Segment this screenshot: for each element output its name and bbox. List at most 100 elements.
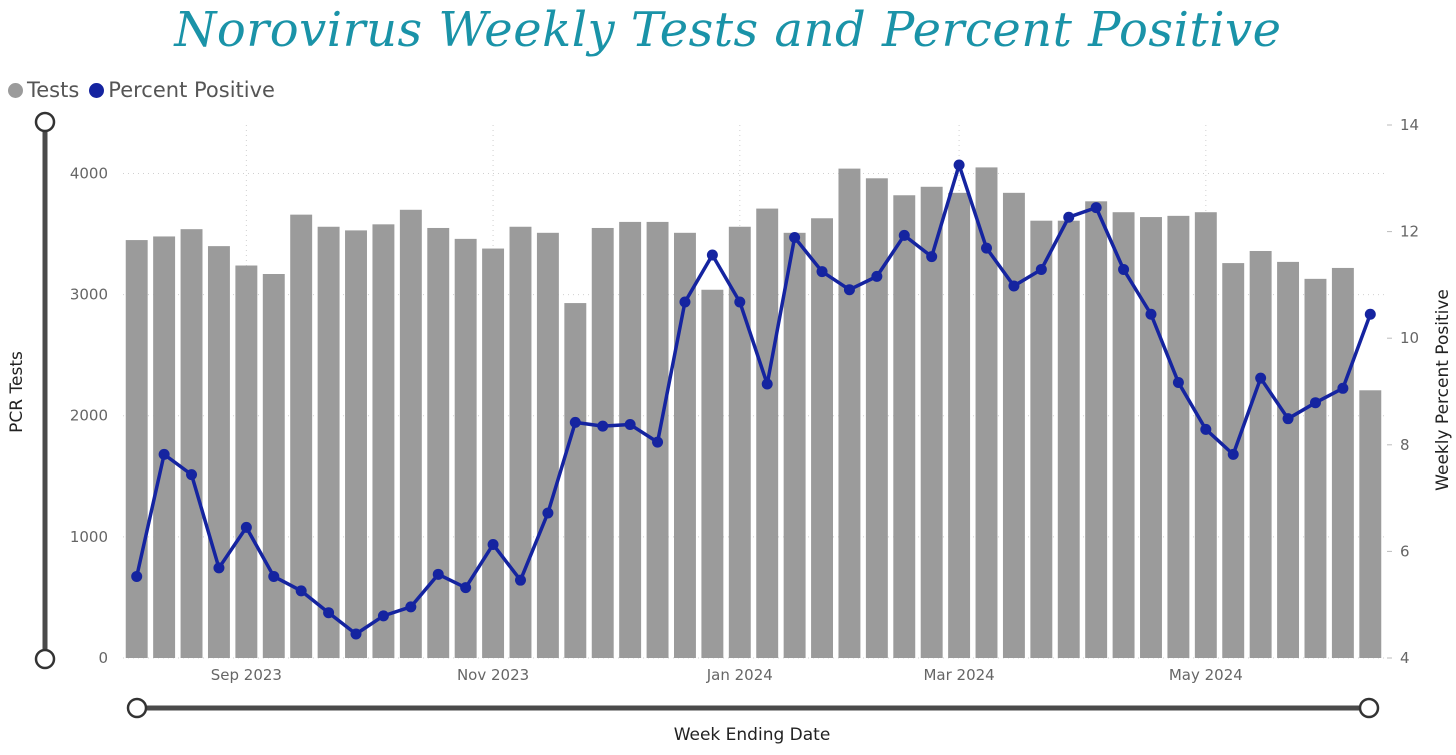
bar-tests[interactable] [180,229,203,658]
point-percent-positive[interactable] [268,570,280,582]
bar-tests[interactable] [811,218,833,658]
bar-tests[interactable] [920,186,943,658]
bar-tests[interactable] [345,230,367,658]
x-tick-label: Jan 2024 [706,666,773,684]
bar-tests[interactable] [1277,261,1300,658]
bar-tests[interactable] [399,209,422,658]
point-percent-positive[interactable] [542,507,554,519]
point-percent-positive[interactable] [186,469,198,481]
bar-tests[interactable] [509,226,532,658]
bar-tests[interactable] [1112,212,1135,658]
bar-tests[interactable] [372,224,395,658]
bar-tests[interactable] [235,265,258,658]
point-percent-positive[interactable] [1227,448,1239,460]
x-range-slider-handle-right[interactable] [1358,697,1380,719]
point-percent-positive[interactable] [1364,308,1376,320]
point-percent-positive[interactable] [1282,413,1294,425]
point-percent-positive[interactable] [405,601,417,613]
bar-tests[interactable] [1304,278,1327,658]
point-percent-positive[interactable] [1118,263,1130,275]
legend-item-percent-positive[interactable]: Percent Positive [89,78,275,102]
point-percent-positive[interactable] [213,562,225,574]
point-percent-positive[interactable] [1145,308,1157,320]
bar-tests[interactable] [482,248,505,659]
bar-tests[interactable] [125,240,148,659]
bar-tests[interactable] [728,226,751,658]
point-percent-positive[interactable] [514,574,526,586]
point-percent-positive[interactable] [624,419,636,431]
bar-tests[interactable] [454,238,477,659]
legend-marker-percent-positive [89,82,105,98]
bar-tests[interactable] [317,226,340,658]
point-percent-positive[interactable] [1200,423,1212,435]
point-percent-positive[interactable] [843,284,855,296]
y-right-tick-label: 4 [1400,649,1410,667]
legend-label-tests: Tests [27,78,80,102]
bar-tests[interactable] [838,168,861,659]
x-range-slider-handle-left[interactable] [126,697,148,719]
bar-tests[interactable] [756,208,779,658]
bar-tests[interactable] [564,303,587,658]
bar-tests[interactable] [975,167,998,659]
legend-item-tests[interactable]: Tests [8,78,79,102]
point-percent-positive[interactable] [926,251,938,263]
bar-tests[interactable] [1030,220,1053,658]
point-percent-positive[interactable] [1090,202,1102,214]
point-percent-positive[interactable] [816,266,828,278]
point-percent-positive[interactable] [1309,397,1321,409]
point-percent-positive[interactable] [898,229,910,241]
point-percent-positive[interactable] [487,538,499,550]
bar-tests[interactable] [619,221,642,658]
bar-tests[interactable] [1331,267,1354,658]
point-percent-positive[interactable] [597,420,609,432]
point-percent-positive[interactable] [706,249,718,261]
bar-tests[interactable] [1222,263,1245,658]
point-percent-positive[interactable] [1255,372,1267,384]
point-percent-positive[interactable] [1008,280,1020,292]
point-percent-positive[interactable] [734,296,746,308]
bar-tests[interactable] [591,227,614,658]
point-percent-positive[interactable] [1063,211,1075,223]
bar-tests[interactable] [1085,201,1108,658]
bar-tests[interactable] [290,214,313,658]
point-percent-positive[interactable] [240,521,252,533]
point-percent-positive[interactable] [679,296,691,308]
bar-tests[interactable] [1057,220,1080,658]
bar-tests[interactable] [262,273,285,658]
point-percent-positive[interactable] [295,585,307,597]
bar-tests[interactable] [427,227,450,658]
point-percent-positive[interactable] [158,448,170,460]
bar-tests[interactable] [1002,192,1025,658]
bar-tests[interactable] [948,192,971,658]
point-percent-positive[interactable] [871,270,883,282]
point-percent-positive[interactable] [1337,382,1349,394]
point-percent-positive[interactable] [460,582,472,594]
point-percent-positive[interactable] [953,159,965,171]
bar-tests[interactable] [153,236,176,659]
point-percent-positive[interactable] [652,436,664,448]
point-percent-positive[interactable] [789,231,801,243]
bar-tests[interactable] [893,195,916,658]
point-percent-positive[interactable] [569,416,581,428]
bar-tests[interactable] [1167,215,1190,658]
point-percent-positive[interactable] [131,570,143,582]
bar-tests[interactable] [865,178,888,659]
bar-tests[interactable] [1194,212,1217,658]
y-range-slider-handle-top[interactable] [34,111,56,133]
point-percent-positive[interactable] [350,628,362,640]
bar-tests[interactable] [701,289,724,658]
bar-tests[interactable] [207,246,230,659]
bar-tests[interactable] [1359,390,1382,658]
point-percent-positive[interactable] [1172,376,1184,388]
y-range-slider-handle-bottom[interactable] [34,648,56,670]
point-percent-positive[interactable] [377,610,389,622]
bar-tests[interactable] [536,232,559,658]
point-percent-positive[interactable] [981,242,993,254]
point-percent-positive[interactable] [432,568,444,580]
point-percent-positive[interactable] [1035,263,1047,275]
point-percent-positive[interactable] [761,378,773,390]
point-percent-positive[interactable] [323,607,335,619]
bar-tests[interactable] [1140,217,1162,658]
bar-tests[interactable] [783,232,806,658]
bar-tests[interactable] [1249,250,1272,658]
